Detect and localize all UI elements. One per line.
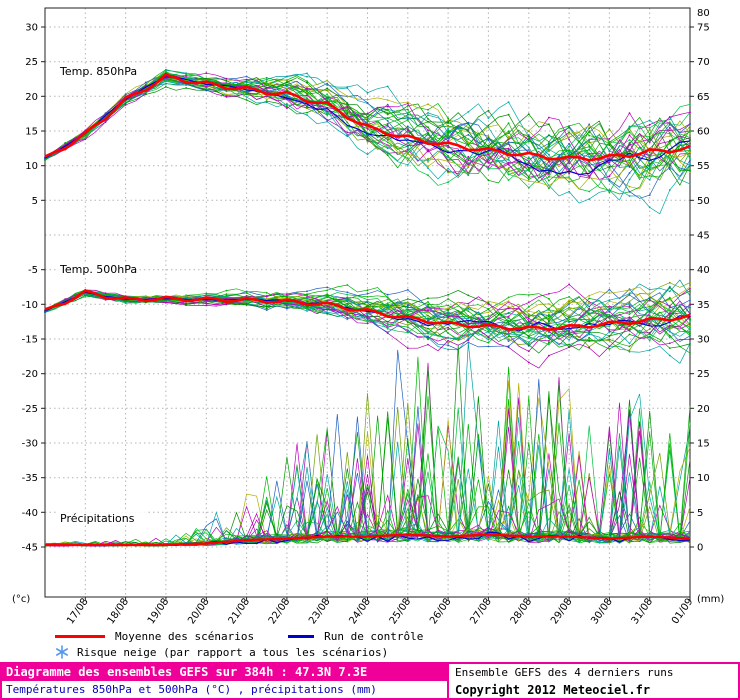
snow-risk-label: Risque neige (par rapport a tous les scé… [77,645,389,659]
right-tick-label: 20 [697,404,710,415]
right-tick-label: 75 [697,23,710,34]
right-axis-unit: (mm) [697,594,724,605]
right-tick-label: 30 [697,335,710,346]
mean-line-label: Moyenne des scénarios [115,629,255,643]
right-tick-label: 60 [697,127,710,138]
right-tick-label: 15 [697,439,710,450]
left-tick-label: -20 [22,369,38,380]
left-tick-label: 20 [25,92,38,103]
legend-row-lines: Moyenne des scénarios Run de contrôle [55,628,740,644]
right-tick-label: 70 [697,57,710,68]
footer-left-cell: Diagramme des ensembles GEFS sur 384h : … [2,664,449,698]
left-tick-label: -30 [22,439,38,450]
left-tick-label: -25 [22,404,38,415]
panel-label-t500: Temp. 500hPa [56,262,137,276]
axis-tick-labels: 30 25 20 15 10 5 -5 -10 -15 -20 -25 -30 -35 -40 -45 80 7… [12,8,724,605]
right-tick-label: 5 [697,508,703,519]
ensemble-mean-line [44,73,691,547]
mean-line-swatch [55,634,105,638]
right-tick-label: 40 [697,265,710,276]
panel-label-t850: Temp. 850hPa [56,64,137,78]
right-tick-label: 50 [697,196,710,207]
left-tick-label: -35 [22,473,38,484]
chart-title: Diagramme des ensembles GEFS sur 384h : … [2,664,447,681]
left-tick-label: 25 [25,57,38,68]
right-tick-label: 45 [697,231,710,242]
left-axis-unit: (°c) [12,594,30,605]
chart-subtitle: Températures 850hPa et 500hPa (°C) , pré… [6,683,377,696]
panel-labels: Temp. 850hPa Temp. 500hPa Précipitations [56,64,148,525]
right-tick-label: 25 [697,369,710,380]
right-tick-label: 10 [697,473,710,484]
control-line-swatch [288,634,315,638]
runs-info: Ensemble GEFS des 4 derniers runs [455,666,674,679]
ensemble-chart: 30 25 20 15 10 5 -5 -10 -15 -20 -25 -30 -35 -40 -45 80 7… [12,7,725,627]
panel-label-precip: Précipitations [56,511,148,525]
right-tick-label: 80 [697,8,710,19]
footer: Diagramme des ensembles GEFS sur 384h : … [0,662,740,700]
svg-text:Précipitations: Précipitations [60,512,135,525]
copyright: Copyright 2012 Meteociel.fr [455,683,651,697]
control-line-label: Run de contrôle [324,629,424,643]
right-tick-label: 35 [697,300,710,311]
legend: Moyenne des scénarios Run de contrôle Ri… [0,625,740,660]
left-tick-label: -5 [28,265,38,276]
right-tick-label: 0 [697,543,703,554]
right-tick-label: 65 [697,92,710,103]
legend-row-snow: Risque neige (par rapport a tous les scé… [55,644,740,660]
left-tick-label: 15 [25,127,38,138]
left-tick-label: -40 [22,508,38,519]
left-tick-label: -10 [22,300,38,311]
left-tick-label: -15 [22,335,38,346]
chart-area: 30 25 20 15 10 5 -5 -10 -15 -20 -25 -30 -35 -40 -45 80 7… [12,7,725,627]
left-tick-label: 10 [25,161,38,172]
left-tick-label: 30 [25,23,38,34]
left-tick-label: -45 [22,543,38,554]
plot-frame [44,7,691,598]
svg-text:Temp. 850hPa: Temp. 850hPa [59,65,137,78]
snowflake-icon [55,645,68,659]
svg-text:Temp. 500hPa: Temp. 500hPa [59,263,137,276]
left-tick-label: 5 [32,196,38,207]
right-tick-label: 55 [697,161,710,172]
footer-right-cell: Ensemble GEFS des 4 derniers runs Copyri… [449,664,738,698]
